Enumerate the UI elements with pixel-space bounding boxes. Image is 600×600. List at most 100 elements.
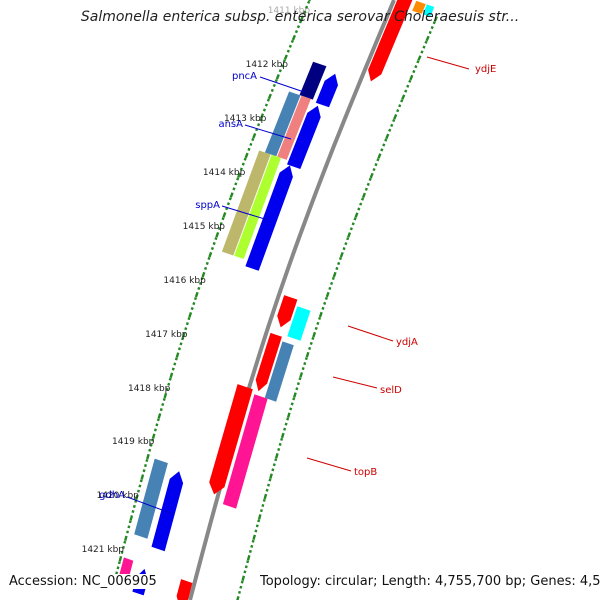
- tick-mark-right: [262, 498, 266, 502]
- gene-feature-ydjE: [368, 0, 413, 82]
- tick-mark-right: [243, 570, 247, 574]
- tick-mark-left: [137, 489, 140, 493]
- tick-mark-right: [430, 25, 434, 30]
- gene-feature-pncA-b: [315, 73, 338, 108]
- tick-label: 1415 kbp: [183, 222, 226, 232]
- tick-mark-right: [299, 372, 304, 378]
- tick-mark-left: [118, 556, 123, 562]
- tick-mark-right: [400, 99, 404, 103]
- tick-mark-left: [298, 20, 303, 24]
- tick-mark-left: [275, 74, 280, 80]
- tick-mark-left: [247, 147, 251, 151]
- tick-label: 1416 kbp: [163, 276, 206, 286]
- tick-mark-left: [194, 291, 199, 298]
- tick-mark-right: [236, 595, 240, 600]
- tick-mark-left: [163, 392, 168, 399]
- tick-mark-left: [168, 377, 172, 381]
- tick-mark-right: [414, 65, 418, 69]
- tick-mark-right: [332, 271, 337, 278]
- tick-mark-right: [301, 367, 305, 371]
- tick-mark-left: [161, 402, 165, 407]
- backbone-line: [188, 0, 396, 600]
- tick-mark-left: [198, 281, 203, 286]
- tick-mark-left: [197, 286, 201, 291]
- tick-mark-left: [222, 212, 227, 218]
- tick-mark-right: [377, 153, 382, 159]
- tick-mark-left: [116, 566, 120, 570]
- gene-feature-sppA-b: [234, 154, 281, 259]
- tick-mark-left: [214, 236, 218, 241]
- tick-mark-right: [318, 316, 322, 320]
- gene-feature-sppA: [221, 150, 271, 256]
- tick-mark-right: [366, 182, 370, 186]
- tick-mark-right: [316, 321, 320, 325]
- tick-mark-left: [239, 167, 243, 171]
- tick-mark-right: [354, 212, 359, 218]
- tick-mark-left: [291, 34, 296, 41]
- gene-feature-ansA-c: [287, 105, 321, 169]
- tick-mark-left: [236, 177, 240, 181]
- tick-label: 1419 kbp: [112, 437, 155, 447]
- gene-leader-line: [244, 124, 292, 140]
- tick-mark-right: [335, 266, 339, 271]
- tick-mark-right: [404, 89, 408, 93]
- tick-mark-right: [241, 575, 246, 581]
- tick-mark-left: [162, 397, 166, 401]
- tick-mark-right: [369, 172, 374, 179]
- tick-mark-right: [424, 40, 428, 44]
- tick-mark-left: [237, 172, 242, 178]
- tick-mark-right: [401, 94, 406, 100]
- tick-mark-left: [207, 256, 211, 261]
- tick-mark-left: [244, 152, 249, 159]
- tick-mark-left: [159, 408, 163, 412]
- tick-mark-left: [184, 327, 188, 331]
- tick-mark-left: [142, 469, 146, 473]
- tick-mark-left: [201, 271, 206, 278]
- tick-mark-right: [372, 167, 376, 172]
- tick-mark-right: [292, 397, 296, 401]
- tick-mark-right: [422, 45, 426, 49]
- tick-mark-left: [204, 266, 208, 271]
- tick-mark-right: [349, 227, 353, 231]
- tick-mark-right: [361, 192, 367, 199]
- tick-mark-right: [265, 488, 269, 492]
- gene-leader-line: [426, 56, 470, 70]
- tick-mark-left: [179, 342, 183, 346]
- gene-label-pncA: pncA: [232, 71, 257, 82]
- tick-mark-left: [177, 347, 181, 351]
- tick-mark-left: [286, 49, 290, 53]
- tick-mark-right: [271, 468, 275, 472]
- tick-mark-right: [384, 138, 388, 142]
- tick-mark-left: [228, 197, 232, 201]
- tick-mark-right: [289, 407, 293, 411]
- gene-label-sppA: sppA: [195, 200, 220, 211]
- tick-mark-left: [302, 10, 307, 14]
- map-title: Salmonella enterica subsp. enterica sero…: [80, 9, 520, 25]
- tick-mark-right: [324, 296, 328, 300]
- tick-mark-left: [208, 251, 213, 258]
- tick-mark-right: [398, 104, 402, 108]
- tick-mark-right: [353, 217, 357, 221]
- tick-mark-right: [267, 483, 271, 487]
- tick-mark-left: [308, 0, 311, 2]
- tick-mark-left: [264, 103, 268, 107]
- tick-mark-left: [117, 561, 121, 565]
- tick-mark-right: [382, 143, 386, 147]
- tick-mark-right: [330, 281, 334, 285]
- tick-mark-right: [283, 427, 287, 431]
- tick-mark-right: [293, 392, 297, 398]
- gene-feature-red-bottom: [176, 579, 193, 600]
- tick-mark-left: [257, 123, 261, 127]
- tick-mark-right: [246, 560, 250, 564]
- tick-mark-left: [131, 510, 135, 514]
- tick-mark-right: [347, 232, 352, 238]
- tick-mark-right: [259, 509, 263, 513]
- tick-mark-right: [261, 503, 265, 508]
- tick-mark-right: [393, 113, 398, 120]
- tick-mark-right: [252, 534, 256, 541]
- tick-mark-right: [406, 84, 410, 88]
- tick-mark-right: [263, 493, 268, 500]
- tick-mark-right: [311, 336, 315, 340]
- tick-mark-right: [275, 453, 279, 459]
